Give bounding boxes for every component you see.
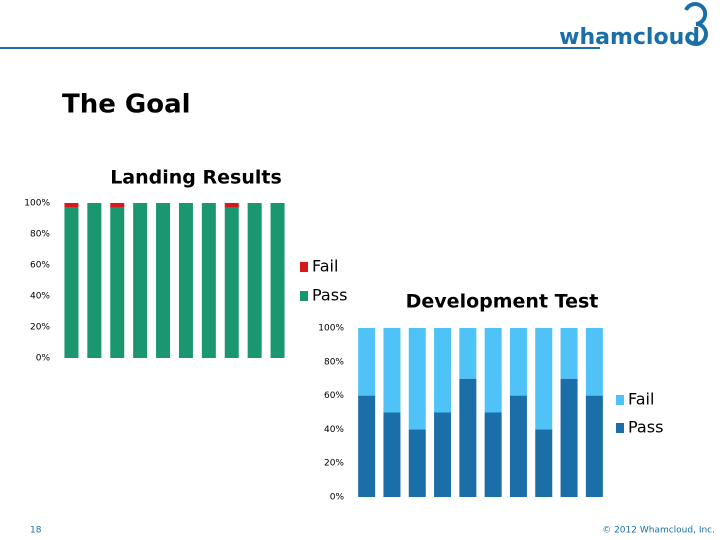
legend-swatch — [300, 291, 308, 301]
bar-segment — [408, 328, 426, 430]
y-tick-label: 60% — [30, 261, 50, 271]
bar-segment — [535, 429, 553, 497]
bar-segment — [224, 207, 239, 358]
bar-segment — [585, 395, 603, 497]
y-tick-label: 40% — [30, 292, 50, 302]
bar-segment — [484, 328, 502, 413]
bar-segment — [64, 207, 79, 358]
legend-label: Pass — [628, 418, 663, 437]
legend-swatch — [616, 395, 624, 405]
bar-segment — [408, 429, 426, 497]
chart-title: Landing Results — [110, 167, 282, 189]
bar-segment — [201, 203, 216, 358]
y-tick-label: 100% — [24, 199, 50, 209]
bar-segment — [270, 203, 285, 358]
bar-segment — [358, 395, 376, 497]
copyright: © 2012 Whamcloud, Inc. — [602, 526, 715, 536]
bar-segment — [434, 328, 452, 413]
bar-segment — [459, 378, 477, 497]
legend-label: Fail — [312, 257, 338, 276]
bar-segment — [178, 203, 193, 358]
y-tick-label: 100% — [318, 324, 344, 334]
chart-title: Development Test — [406, 291, 599, 313]
bar-segment — [560, 378, 578, 497]
y-tick-label: 80% — [30, 230, 50, 240]
bar-segment — [87, 203, 102, 358]
y-tick-label: 0% — [36, 354, 51, 364]
bar-segment — [509, 395, 527, 497]
bar-segment — [383, 328, 401, 413]
bar-segment — [110, 207, 125, 358]
bar-segment — [484, 412, 502, 497]
y-tick-label: 20% — [30, 323, 50, 333]
bar-segment — [224, 203, 239, 208]
legend-label: Pass — [312, 286, 347, 305]
y-tick-label: 20% — [324, 459, 344, 469]
y-tick-label: 40% — [324, 425, 344, 435]
bar-segment — [64, 203, 79, 208]
bar-segment — [156, 203, 171, 358]
bar-segment — [110, 203, 125, 208]
bar-segment — [560, 328, 578, 379]
legend-swatch — [616, 423, 624, 433]
bar-segment — [585, 328, 603, 396]
y-tick-label: 80% — [324, 357, 344, 367]
bar-segment — [383, 412, 401, 497]
logo: whamcloud — [559, 25, 700, 50]
slide-title: The Goal — [62, 90, 191, 120]
page-number: 18 — [30, 526, 42, 536]
bar-segment — [358, 328, 376, 396]
bar-segment — [535, 328, 553, 430]
legend-swatch — [300, 262, 308, 272]
bar-segment — [459, 328, 477, 379]
bar-segment — [434, 412, 452, 497]
bar-segment — [509, 328, 527, 396]
bar-segment — [133, 203, 148, 358]
y-tick-label: 60% — [324, 391, 344, 401]
logo-mark — [684, 2, 708, 46]
y-tick-label: 0% — [330, 493, 345, 503]
bar-segment — [247, 203, 262, 358]
legend-label: Fail — [628, 390, 654, 409]
